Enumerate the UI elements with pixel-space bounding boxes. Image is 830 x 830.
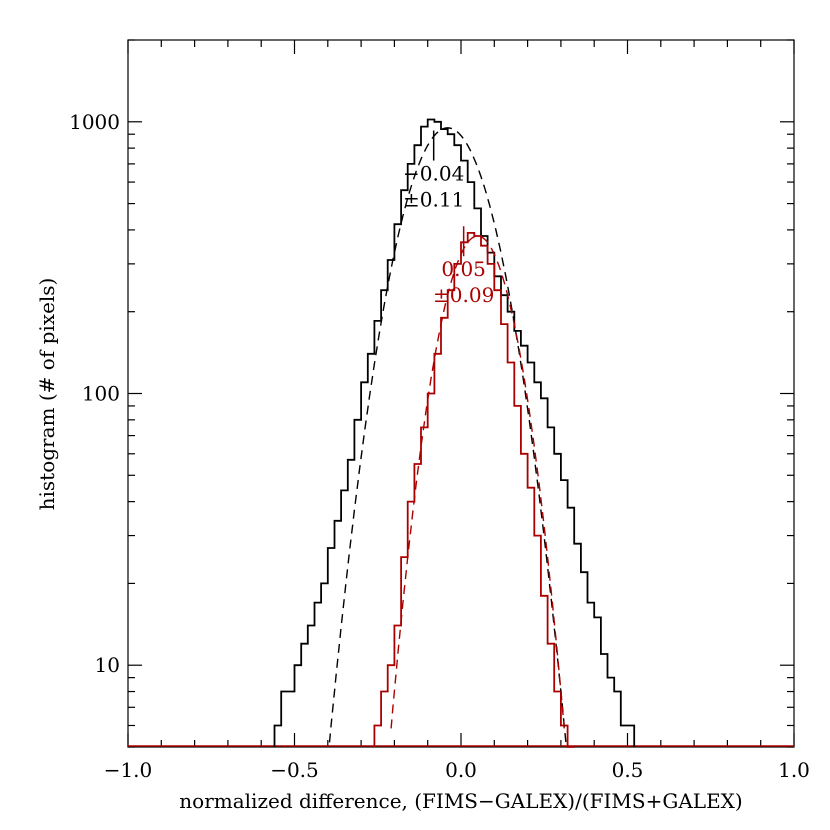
annotation-layer: −0.04±0.11 0.05±0.09: [403, 130, 494, 307]
axis-tick-labels: −1.0 −0.5 0.0 0.5 1.0 10 100 1000: [69, 110, 810, 782]
mean-label-1: 0.05: [441, 257, 486, 281]
axis-ticks: [127, 39, 795, 748]
y-axis-label: histogram (# of pixels): [35, 278, 59, 511]
y-tick-label: 1000: [69, 110, 120, 134]
sigma-label-0: ±0.11: [403, 188, 464, 212]
x-tick-label: −1.0: [104, 758, 153, 782]
x-tick-label: −0.5: [270, 758, 319, 782]
x-tick-label: 1.0: [778, 758, 810, 782]
y-tick-label: 10: [95, 653, 120, 677]
y-tick-label: 100: [82, 382, 120, 406]
gaussian-fit-2: [328, 127, 567, 743]
histogram-series-0: [273, 118, 636, 747]
histogram-series-1: [373, 232, 575, 748]
x-tick-label: 0.0: [445, 758, 477, 782]
x-tick-label: 0.5: [612, 758, 644, 782]
gaussian-fit-3: [390, 235, 565, 729]
series-layer: [128, 118, 794, 748]
mean-label-0: −0.04: [403, 162, 464, 186]
sigma-label-1: ±0.09: [433, 283, 494, 307]
x-axis-label: normalized difference, (FIMS−GALEX)/(FIM…: [179, 789, 742, 813]
